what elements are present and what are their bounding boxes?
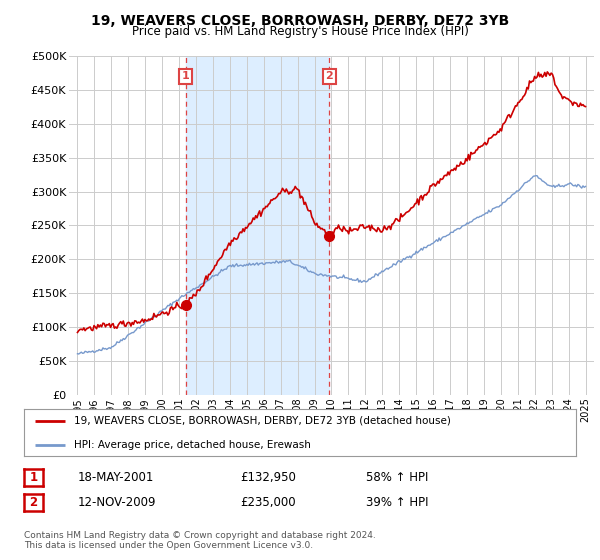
Text: £235,000: £235,000 [240,496,296,509]
Bar [185,56,329,395]
Text: 1: 1 [29,470,38,484]
Text: 2: 2 [29,496,38,509]
Text: 19, WEAVERS CLOSE, BORROWASH, DERBY, DE72 3YB: 19, WEAVERS CLOSE, BORROWASH, DERBY, DE7… [91,14,509,28]
Text: Contains HM Land Registry data © Crown copyright and database right 2024.
This d: Contains HM Land Registry data © Crown c… [24,531,376,550]
Text: HPI: Average price, detached house, Erewash: HPI: Average price, detached house, Erew… [74,440,311,450]
Text: £132,950: £132,950 [240,470,296,484]
Text: 19, WEAVERS CLOSE, BORROWASH, DERBY, DE72 3YB (detached house): 19, WEAVERS CLOSE, BORROWASH, DERBY, DE7… [74,416,451,426]
Text: 12-NOV-2009: 12-NOV-2009 [78,496,157,509]
Text: 2: 2 [325,71,333,81]
Text: Price paid vs. HM Land Registry's House Price Index (HPI): Price paid vs. HM Land Registry's House … [131,25,469,38]
Text: 18-MAY-2001: 18-MAY-2001 [78,470,154,484]
Text: 39% ↑ HPI: 39% ↑ HPI [366,496,428,509]
Text: 1: 1 [182,71,190,81]
Text: 58% ↑ HPI: 58% ↑ HPI [366,470,428,484]
